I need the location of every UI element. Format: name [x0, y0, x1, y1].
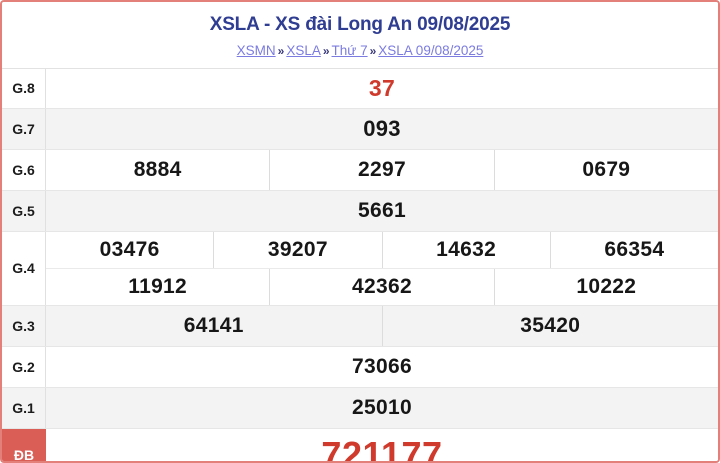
prize-table: G.8 37 G.7 093 G.6 8884 2297: [2, 67, 719, 463]
prize-number: 14632: [381, 231, 550, 268]
prize-line: 11912 42362 10222: [46, 267, 718, 305]
prize-number: 093: [363, 115, 401, 141]
prize-line: 64141 35420: [46, 305, 719, 346]
prize-label: G.6: [2, 149, 46, 190]
table-row: G.7 093: [2, 108, 718, 150]
prize-number: 0679: [493, 149, 718, 190]
breadcrumb-link-xsla[interactable]: XSLA: [286, 42, 321, 58]
table-row: G.5 5661: [2, 190, 718, 232]
prize-label: G.1: [2, 387, 46, 428]
prize-label-special: ĐB: [2, 428, 46, 461]
table-row: G.1 25010: [2, 387, 718, 429]
prize-number: 64141: [183, 313, 244, 337]
prize-line: 5661: [46, 191, 718, 231]
prize-label: G.2: [2, 346, 46, 387]
prize-label: G.8: [2, 68, 46, 108]
breadcrumb-separator: »: [369, 43, 377, 58]
prize-values: 37: [46, 69, 718, 108]
prize-values: 25010: [46, 388, 718, 428]
table-row: G.8 37: [2, 68, 718, 109]
prize-values: 721177: [46, 429, 718, 463]
panel-header: XSLA - XS đài Long An 09/08/2025 XSMN» XS…: [2, 2, 718, 68]
table-row: G.6 8884 2297 0679: [2, 149, 718, 191]
breadcrumb-separator: »: [322, 43, 330, 58]
prize-line: 8884 2297 0679: [46, 149, 718, 190]
prize-line: 25010: [46, 388, 718, 428]
prize-label: G.4: [2, 231, 46, 305]
breadcrumb-link-xsmn[interactable]: XSMN: [236, 42, 276, 58]
prize-values: 5661: [46, 191, 718, 231]
prize-number: 2297: [269, 149, 493, 190]
page-title: XSLA - XS đài Long An 09/08/2025: [209, 14, 511, 35]
breadcrumb-link-weekday[interactable]: Thứ 7: [331, 42, 368, 58]
prize-number: 11912: [128, 274, 188, 298]
prize-number: 66354: [549, 231, 718, 268]
prize-label: G.7: [2, 108, 46, 149]
prize-number: 35420: [381, 305, 719, 346]
table-row: G.3 64141 35420: [2, 305, 719, 347]
prize-number: 73066: [352, 354, 412, 378]
prize-number: 5661: [358, 198, 406, 222]
table-row: G.4 03476 39207 14632 66354 11912 42362 …: [2, 231, 718, 306]
prize-line: 03476 39207 14632 66354: [46, 231, 718, 268]
breadcrumb-link-current[interactable]: XSLA 09/08/2025: [378, 42, 484, 58]
prize-line: 721177: [46, 429, 718, 463]
prize-values: 8884 2297 0679: [46, 149, 718, 190]
prize-values: 73066: [46, 347, 718, 387]
prize-values: 093: [46, 109, 718, 149]
prize-number: 37: [368, 74, 396, 101]
prize-values: 03476 39207 14632 66354 11912 42362 1022…: [46, 231, 718, 305]
prize-number: 25010: [352, 395, 412, 419]
prize-values: 64141 35420: [46, 305, 719, 346]
prize-line: 73066: [46, 347, 718, 387]
prize-number: 39207: [213, 231, 381, 268]
prize-number: 10222: [493, 268, 718, 305]
prize-number: 42362: [269, 268, 493, 305]
prize-line: 093: [46, 109, 718, 149]
prize-label: G.5: [2, 190, 46, 231]
table-row-special: ĐB 721177: [2, 428, 718, 463]
prize-number: 8884: [133, 157, 182, 181]
prize-number: 03476: [99, 237, 160, 261]
prize-number-special: 721177: [321, 433, 443, 463]
breadcrumb-separator: »: [277, 43, 285, 58]
table-row: G.2 73066: [2, 346, 718, 388]
breadcrumb: XSMN» XSLA» Thứ 7» XSLA 09/08/2025: [2, 42, 718, 61]
prize-line: 37: [46, 69, 718, 108]
prize-label: G.3: [2, 305, 46, 346]
